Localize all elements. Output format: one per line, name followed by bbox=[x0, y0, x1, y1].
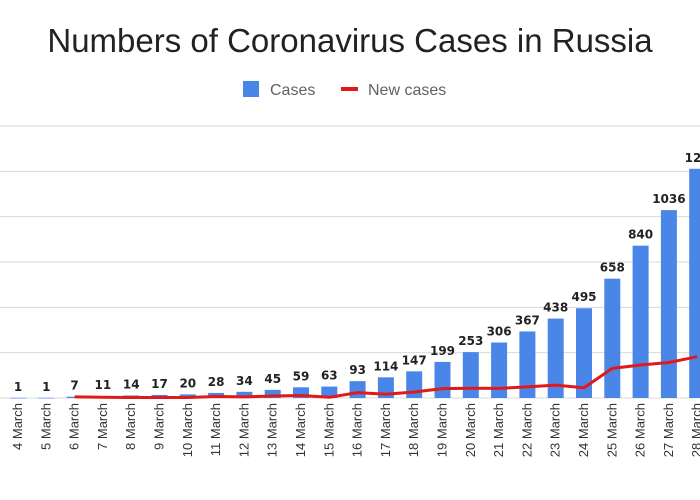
bar-cases bbox=[434, 361, 451, 398]
bar-cases bbox=[660, 210, 677, 398]
x-tick-label: 10 March bbox=[180, 403, 195, 457]
data-label: 34 bbox=[236, 374, 253, 388]
data-label: 114 bbox=[373, 359, 398, 373]
value-labels: 1 1 7 11 14 17 20 28 34 45 59 63 93 114 14719925330636… bbox=[14, 151, 700, 394]
x-tick-label: 7 March bbox=[95, 403, 110, 450]
x-tick-label: 19 March bbox=[435, 403, 450, 457]
bar-cases bbox=[236, 391, 253, 398]
bar-cases bbox=[519, 331, 536, 398]
data-label: 495 bbox=[571, 290, 596, 304]
x-tick-label: 23 March bbox=[548, 403, 563, 457]
x-tick-label: 24 March bbox=[576, 403, 591, 457]
bar-cases bbox=[689, 168, 700, 398]
legend-label-new-cases: New cases bbox=[368, 82, 446, 99]
x-tick-label: 9 March bbox=[152, 403, 167, 450]
x-axis-tick-labels: 4 March 5 March 6 March 7 March 8 March 9 Mar… bbox=[10, 403, 700, 457]
x-tick-label: 21 March bbox=[491, 403, 506, 457]
chart-title: Numbers of Coronavirus Cases in Russia bbox=[47, 22, 653, 59]
x-tick-label: 22 March bbox=[519, 403, 534, 457]
data-label: 93 bbox=[349, 363, 366, 377]
x-tick-label: 26 March bbox=[633, 403, 648, 457]
x-tick-label: 16 March bbox=[350, 403, 365, 457]
data-label: 253 bbox=[458, 334, 483, 348]
data-label: 7 bbox=[70, 379, 78, 393]
data-label: 306 bbox=[487, 325, 512, 339]
x-tick-label: 8 March bbox=[123, 403, 138, 450]
x-tick-label: 4 March bbox=[10, 403, 25, 450]
data-label: 147 bbox=[402, 353, 427, 367]
x-tick-label: 15 March bbox=[321, 403, 336, 457]
bar-cases bbox=[38, 397, 55, 399]
data-label: 658 bbox=[600, 261, 625, 275]
x-tick-label: 18 March bbox=[406, 403, 421, 457]
bar-cases bbox=[604, 278, 621, 398]
data-label: 63 bbox=[321, 369, 338, 383]
x-tick-label: 5 March bbox=[38, 403, 53, 450]
x-tick-label: 17 March bbox=[378, 403, 393, 457]
data-label: 20 bbox=[179, 376, 196, 390]
x-tick-label: 14 March bbox=[293, 403, 308, 457]
data-label: 59 bbox=[293, 369, 310, 383]
bar-cases bbox=[547, 318, 564, 398]
x-tick-label: 20 March bbox=[463, 403, 478, 457]
data-label: 1 bbox=[42, 380, 50, 394]
bar-cases bbox=[576, 308, 592, 398]
x-tick-label: 12 March bbox=[236, 403, 251, 457]
bar-cases bbox=[491, 342, 508, 398]
data-label: 11 bbox=[95, 378, 112, 392]
bar-cases bbox=[264, 389, 281, 398]
data-label: 14 bbox=[123, 377, 140, 391]
bar-cases bbox=[293, 387, 309, 398]
data-label: 1 bbox=[14, 380, 22, 394]
bar-cases bbox=[349, 381, 366, 398]
x-tick-label: 11 March bbox=[208, 403, 223, 456]
line-new-cases bbox=[74, 355, 698, 399]
bar-cases bbox=[462, 352, 479, 398]
legend-swatch-cases bbox=[243, 81, 259, 97]
data-label: 45 bbox=[264, 372, 281, 386]
x-tick-label: 6 March bbox=[67, 403, 82, 450]
legend: Cases New cases bbox=[243, 81, 446, 99]
data-label: 28 bbox=[208, 375, 225, 389]
bar-cases bbox=[10, 397, 26, 399]
x-tick-label: 13 March bbox=[265, 403, 280, 457]
data-label: 1036 bbox=[652, 192, 685, 206]
x-tick-label: 28 March bbox=[689, 403, 700, 457]
data-label: 438 bbox=[543, 301, 568, 315]
series-line-new-cases bbox=[74, 355, 698, 399]
data-label: 126 bbox=[685, 151, 700, 165]
gridlines bbox=[0, 125, 700, 399]
data-label: 199 bbox=[430, 344, 455, 358]
x-tick-label: 25 March bbox=[604, 403, 619, 457]
bar-cases bbox=[406, 371, 423, 398]
bars-cases bbox=[10, 168, 700, 399]
data-label: 367 bbox=[515, 313, 540, 327]
data-label: 840 bbox=[628, 228, 653, 242]
bar-cases bbox=[321, 386, 338, 398]
x-tick-label: 27 March bbox=[661, 403, 676, 457]
data-label: 17 bbox=[151, 377, 168, 391]
legend-label-cases: Cases bbox=[270, 82, 315, 99]
bar-cases bbox=[632, 245, 649, 398]
